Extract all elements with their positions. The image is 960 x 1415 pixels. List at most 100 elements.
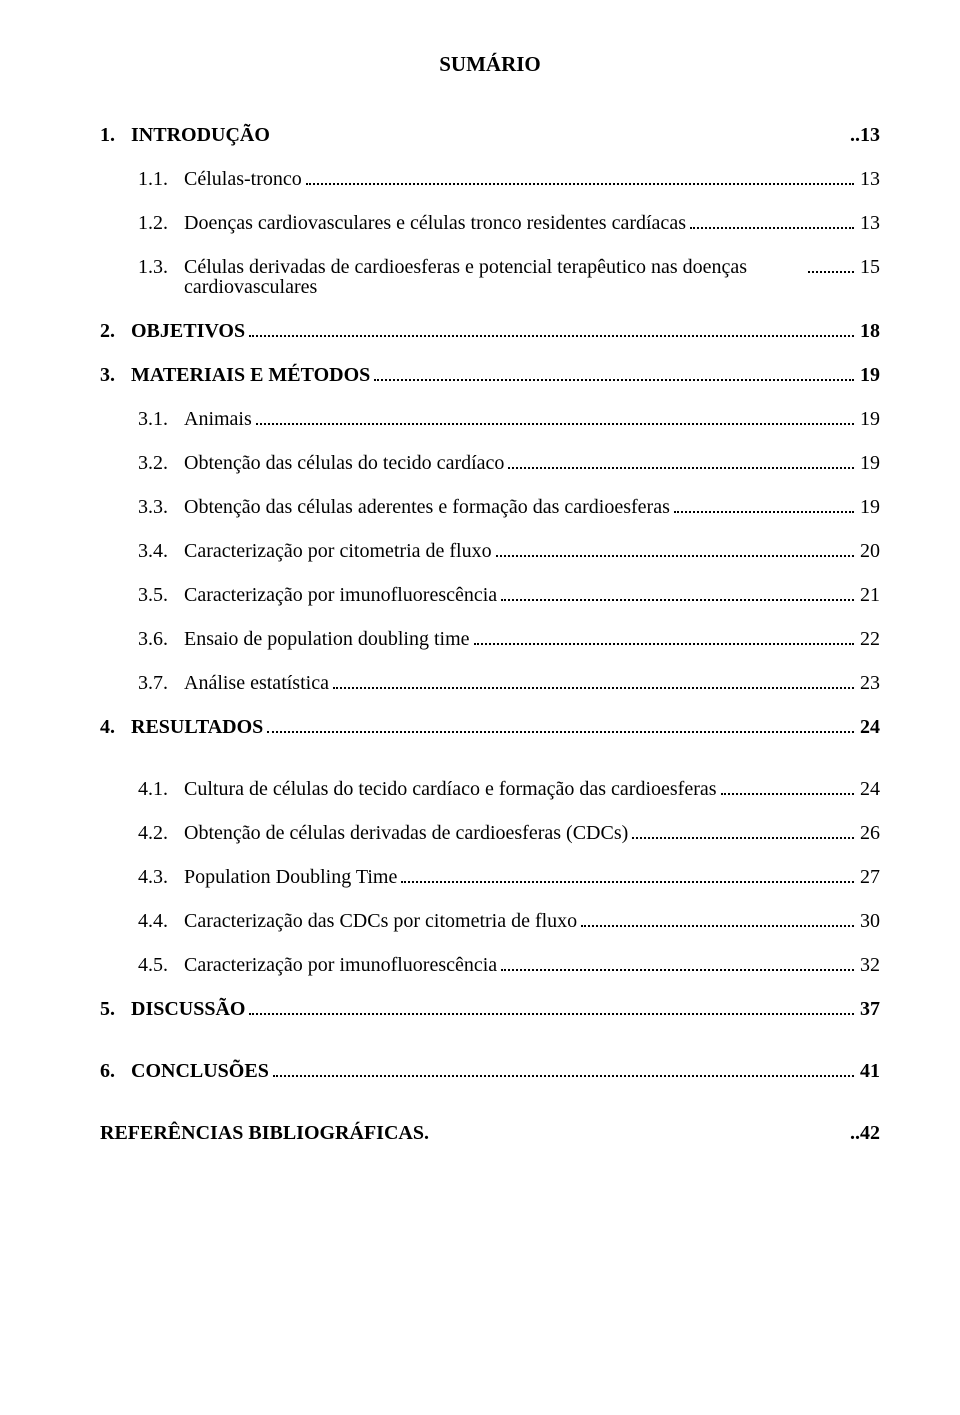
toc-entry-text: Caracterização por citometria de fluxo [184,541,492,561]
toc-leader [808,257,854,273]
toc-entry-text: MATERIAIS E MÉTODOS [131,365,370,385]
toc-entry-text: Doenças cardiovasculares e células tronc… [184,213,686,233]
toc-entry: 3.1.Animais 19 [138,409,880,429]
toc-leader [249,321,854,337]
toc-entry-number: 3.4. [138,541,184,561]
toc-entry-text: INTRODUÇÃO [131,125,270,145]
toc-entry: 4.2.Obtenção de células derivadas de car… [138,823,880,843]
toc-entry-number: 4.2. [138,823,184,843]
page-title: SUMÁRIO [100,54,880,75]
toc-entry: 1.3.Células derivadas de cardioesferas e… [138,257,880,297]
toc-entry-page: ..42 [848,1123,880,1143]
toc-entry-page: 24 [858,717,880,737]
toc-entry-number: 1. [100,125,131,145]
toc-entry: 3.5.Caracterização por imunofluorescênci… [138,585,880,605]
toc-leader [249,999,854,1015]
toc-leader [690,213,854,229]
toc-entry: 3.4.Caracterização por citometria de flu… [138,541,880,561]
toc-entry-page: 27 [858,867,880,887]
toc-entry: 1.INTRODUÇÃO ..13 [100,125,880,145]
toc-entry-number: 4.5. [138,955,184,975]
toc-leader [401,867,854,883]
toc-entry-text: Caracterização por imunofluorescência [184,955,497,975]
toc-entry-number: 4.4. [138,911,184,931]
toc-entry-number: 1.2. [138,213,184,233]
toc-entry: REFERÊNCIAS BIBLIOGRÁFICAS. ..42 [100,1123,880,1143]
toc-entry-number: 3.3. [138,497,184,517]
toc-entry: 4.4.Caracterização das CDCs por citometr… [138,911,880,931]
toc-leader [496,541,854,557]
toc-entry-text: Caracterização por imunofluorescência [184,585,497,605]
toc-entry-page: 24 [858,779,880,799]
toc-leader [508,453,854,469]
toc-entry-page: 41 [858,1061,880,1081]
toc-leader [306,169,854,185]
toc-entry-text: RESULTADOS [131,717,263,737]
toc-leader [274,125,844,141]
toc-entry-page: 19 [858,365,880,385]
toc-entry-page: 18 [858,321,880,341]
toc-entry-number: 3.1. [138,409,184,429]
toc-leader [267,717,854,733]
toc-entry-text: Ensaio de population doubling time [184,629,470,649]
toc-entry: 6.CONCLUSÕES41 [100,1061,880,1081]
toc-entry-text: Células-tronco [184,169,302,189]
toc-entry-page: 20 [858,541,880,561]
toc-leader [501,585,854,601]
toc-leader [474,629,854,645]
toc-entry-number: 4. [100,717,131,737]
toc-entry-page: 19 [858,453,880,473]
toc-entry: 1.2.Doenças cardiovasculares e células t… [138,213,880,233]
toc-entry-text: OBJETIVOS [131,321,245,341]
toc-entry-text: Caracterização das CDCs por citometria d… [184,911,577,931]
toc-entry-text: Análise estatística [184,673,329,693]
toc-entry: 2.OBJETIVOS 18 [100,321,880,341]
toc-entry: 3.7.Análise estatística 23 [138,673,880,693]
toc-entry-number: 3.6. [138,629,184,649]
toc-entry-page: 19 [858,409,880,429]
toc-leader [674,497,854,513]
toc-entry-text: Obtenção de células derivadas de cardioe… [184,823,628,843]
toc-entry-page: 19 [858,497,880,517]
toc-entry-number: 2. [100,321,131,341]
toc-entry-page: 22 [858,629,880,649]
toc-leader [501,955,854,971]
toc-entry-text: DISCUSSÃO [131,999,245,1019]
toc-entry-page: 37 [858,999,880,1019]
toc-leader [273,1061,854,1077]
table-of-contents: 1.INTRODUÇÃO..131.1.Células-tronco131.2.… [100,125,880,1143]
toc-entry-text: REFERÊNCIAS BIBLIOGRÁFICAS. [100,1123,429,1143]
toc-entry-text: Cultura de células do tecido cardíaco e … [184,779,717,799]
toc-entry-number: 3.7. [138,673,184,693]
toc-leader [374,365,854,381]
toc-entry-number: 5. [100,999,131,1019]
toc-entry-text: Obtenção das células do tecido cardíaco [184,453,504,473]
toc-entry-number: 4.1. [138,779,184,799]
toc-entry-page: ..13 [848,125,880,145]
toc-entry: 3.3.Obtenção das células aderentes e for… [138,497,880,517]
toc-entry-number: 6. [100,1061,131,1081]
toc-entry-number: 1.1. [138,169,184,189]
toc-entry: 5.DISCUSSÃO 37 [100,999,880,1019]
toc-entry-page: 13 [858,213,880,233]
toc-leader [632,823,854,839]
toc-entry: 3.6.Ensaio de population doubling time 22 [138,629,880,649]
toc-entry-page: 32 [858,955,880,975]
toc-leader [433,1123,844,1139]
toc-leader [581,911,854,927]
toc-leader [721,779,854,795]
toc-entry-number: 1.3. [138,257,184,277]
toc-entry-number: 4.3. [138,867,184,887]
toc-entry-text: Obtenção das células aderentes e formaçã… [184,497,670,517]
toc-entry-text: Animais [184,409,252,429]
toc-entry-page: 15 [858,257,880,277]
toc-entry-text: Células derivadas de cardioesferas e pot… [184,257,804,297]
toc-entry: 3.MATERIAIS E MÉTODOS 19 [100,365,880,385]
toc-entry-page: 26 [858,823,880,843]
toc-entry-page: 30 [858,911,880,931]
toc-entry-page: 23 [858,673,880,693]
toc-entry-text: Population Doubling Time [184,867,397,887]
toc-leader [256,409,854,425]
toc-leader [333,673,854,689]
toc-entry-number: 3. [100,365,131,385]
